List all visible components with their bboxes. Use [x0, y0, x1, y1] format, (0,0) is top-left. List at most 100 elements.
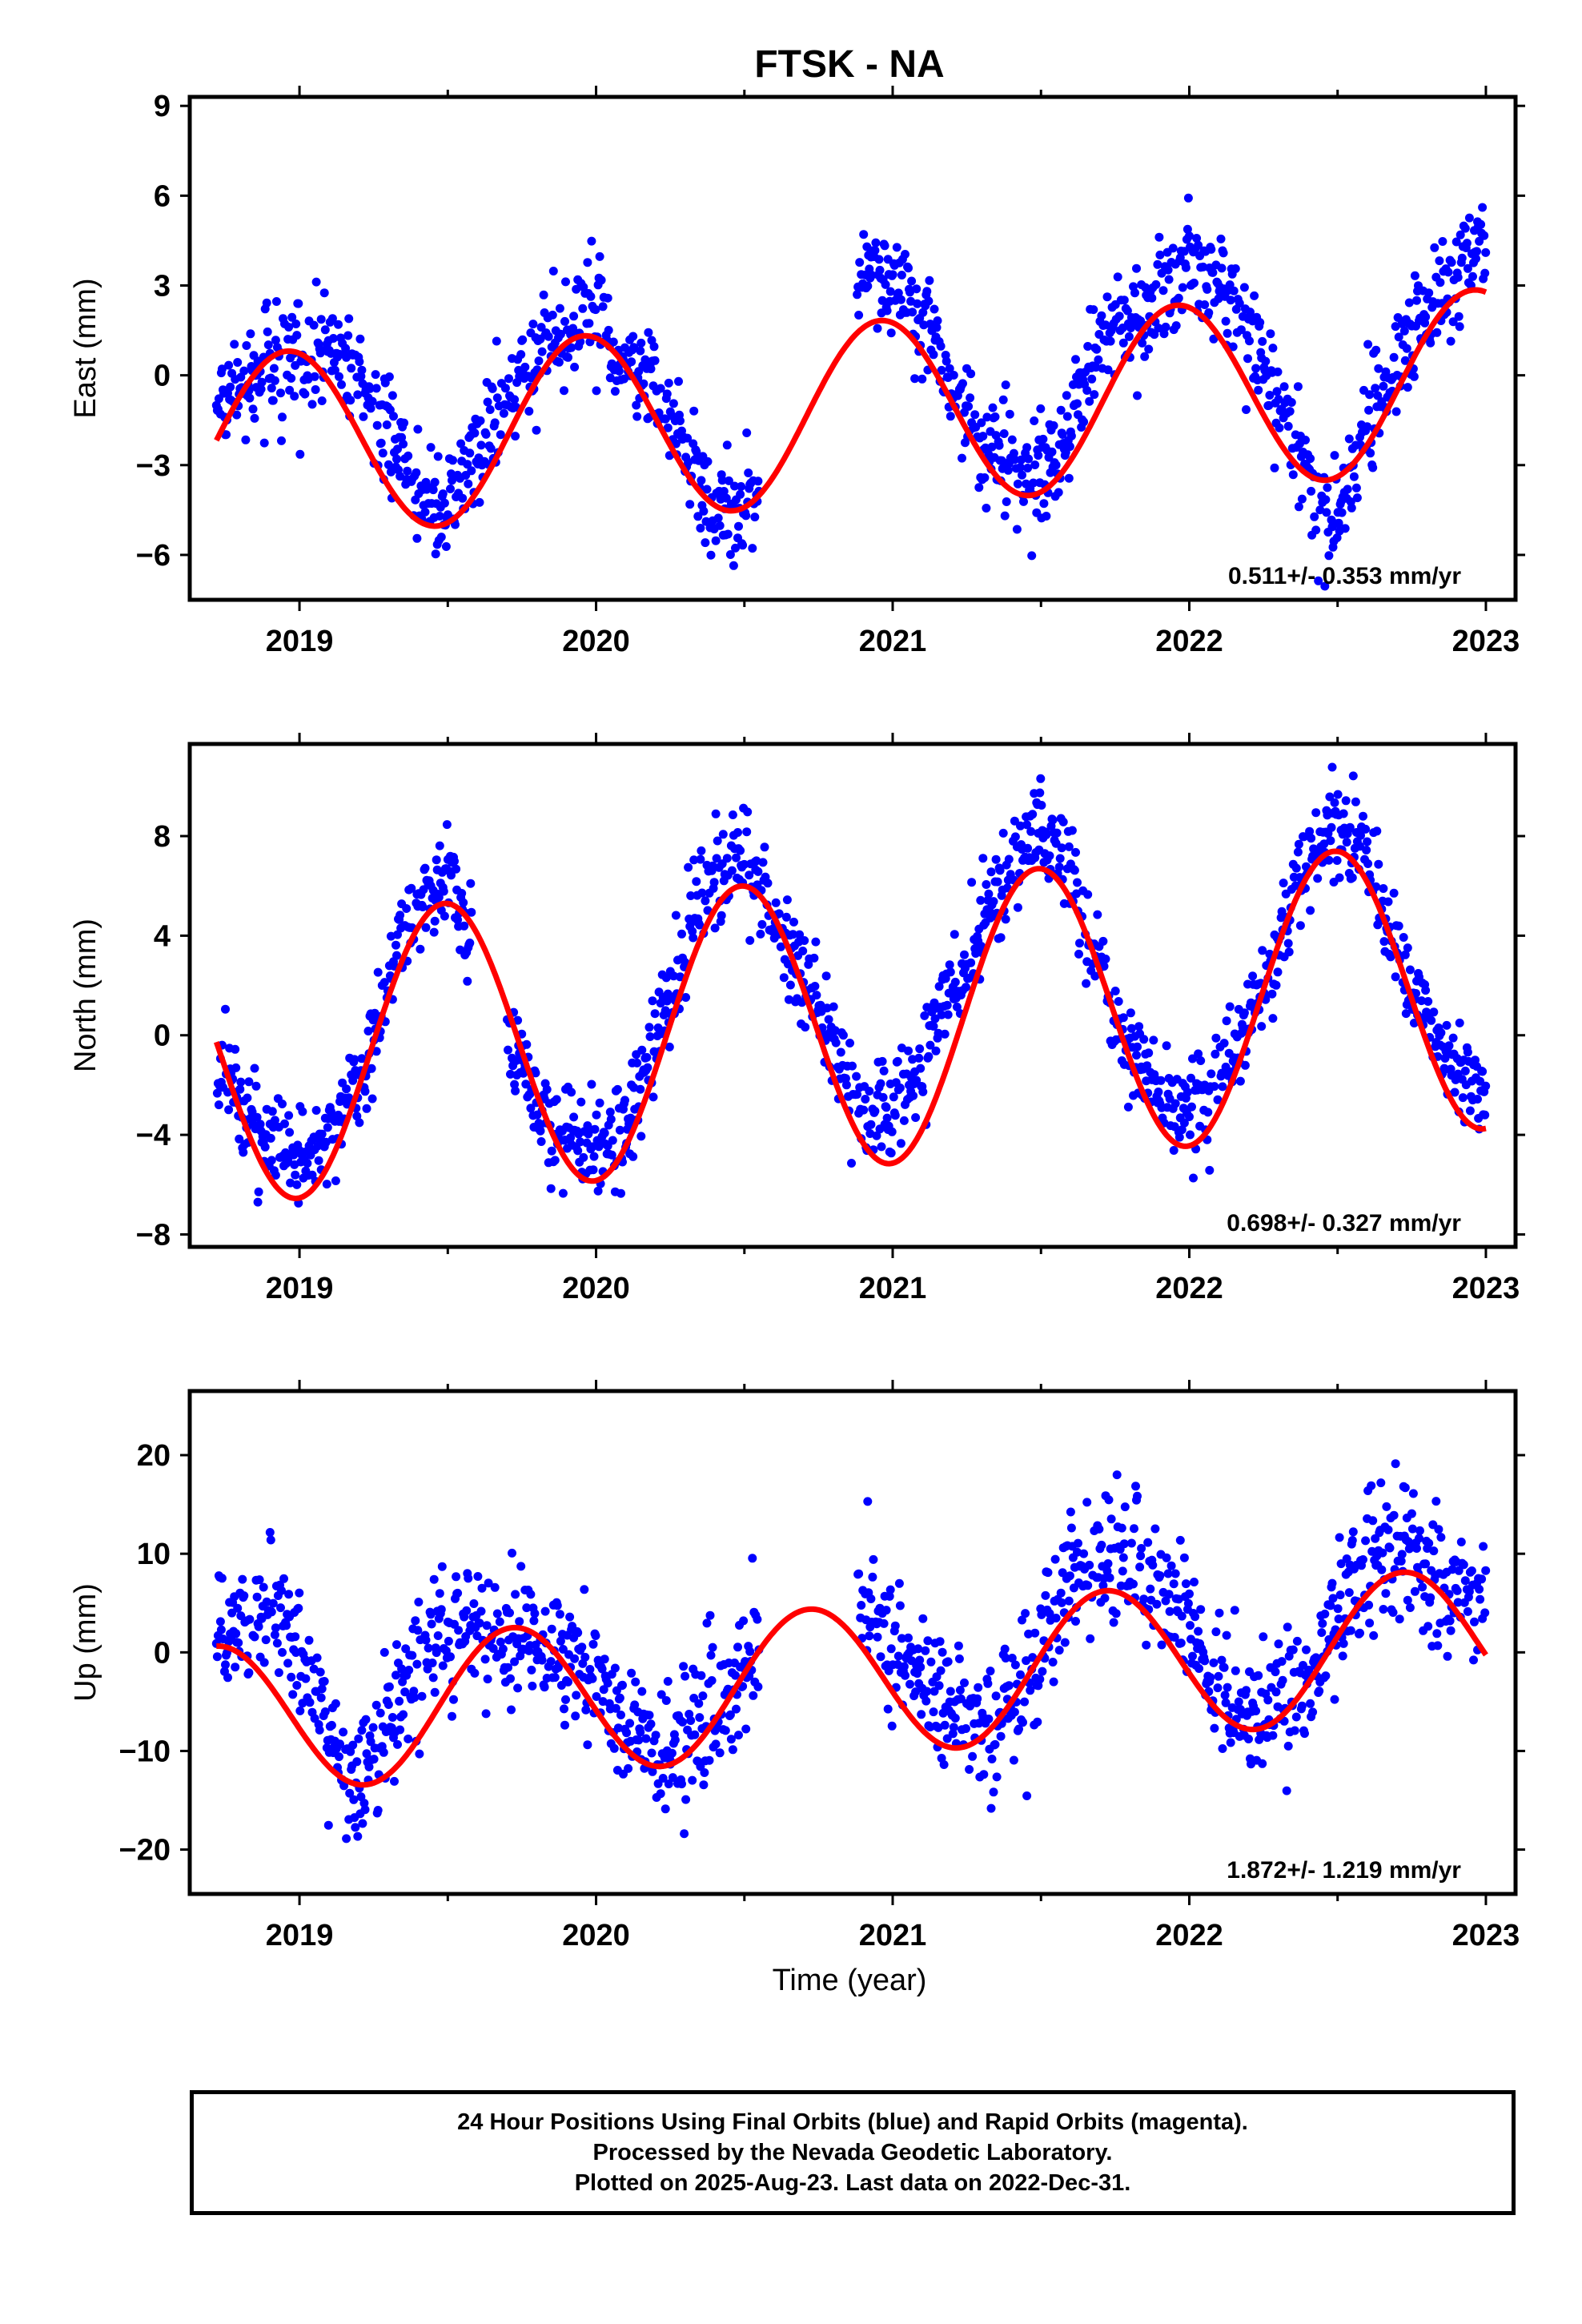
- point-up-1272: [1479, 1542, 1488, 1551]
- point-up-101: [305, 1698, 315, 1707]
- point-up-469: [644, 1711, 654, 1720]
- point-east-1050: [1273, 367, 1283, 376]
- point-east-20: [230, 340, 239, 349]
- point-north-401: [605, 1108, 615, 1117]
- point-east-988: [1216, 234, 1226, 243]
- point-up-62: [271, 1623, 280, 1633]
- point-east-1233: [1446, 336, 1456, 346]
- point-up-1097: [1321, 1671, 1331, 1681]
- point-up-567: [734, 1731, 743, 1740]
- y-tick-label-north-4: 8: [154, 820, 171, 854]
- point-up-855: [1098, 1581, 1108, 1590]
- point-up-22: [231, 1663, 240, 1672]
- point-east-782: [1030, 416, 1039, 425]
- point-east-729: [981, 443, 990, 452]
- point-north-294: [513, 1015, 523, 1025]
- point-up-809: [1056, 1588, 1066, 1598]
- point-up-830: [1074, 1538, 1082, 1548]
- point-up-45: [254, 1622, 263, 1631]
- point-east-1131: [1352, 493, 1362, 503]
- point-east-116: [317, 396, 327, 405]
- point-north-359: [569, 1112, 579, 1122]
- point-up-108: [312, 1653, 322, 1663]
- point-up-1075: [1302, 1645, 1311, 1655]
- point-up-619: [881, 1606, 891, 1615]
- point-north-938: [1099, 962, 1109, 971]
- point-up-403: [583, 1740, 592, 1750]
- point-up-701: [954, 1641, 963, 1651]
- point-up-7: [217, 1574, 227, 1583]
- point-north-553: [743, 807, 753, 817]
- point-up-934: [1175, 1535, 1185, 1545]
- fit-line-north: [213, 848, 1487, 1201]
- point-east-464: [639, 379, 648, 388]
- point-north-822: [991, 854, 1001, 864]
- point-up-536: [705, 1610, 715, 1620]
- point-east-248: [436, 533, 446, 542]
- point-up-301: [490, 1582, 500, 1592]
- point-up-352: [537, 1655, 547, 1665]
- point-north-71: [278, 1100, 287, 1108]
- point-up-305: [495, 1617, 504, 1626]
- point-north-74: [280, 1119, 289, 1128]
- y-tick-label-east-4: 6: [154, 179, 171, 213]
- point-up-74: [282, 1621, 291, 1630]
- point-north-648: [829, 1002, 838, 1011]
- point-up-810: [1057, 1598, 1066, 1607]
- point-up-1028: [1258, 1759, 1267, 1768]
- point-north-258: [447, 870, 456, 880]
- point-up-707: [960, 1678, 969, 1687]
- point-east-775: [1023, 464, 1033, 472]
- point-east-841: [1079, 417, 1089, 427]
- point-up-919: [1162, 1553, 1171, 1562]
- point-up-1168: [1382, 1502, 1391, 1511]
- point-east-37: [245, 393, 255, 403]
- point-east-490: [664, 378, 673, 388]
- point-east-898: [1133, 391, 1142, 400]
- point-up-193: [387, 1713, 397, 1722]
- point-up-912: [1155, 1571, 1165, 1580]
- point-east-969: [1200, 300, 1210, 309]
- point-up-1230: [1436, 1533, 1446, 1542]
- point-east-82: [285, 385, 295, 395]
- point-up-82: [288, 1690, 298, 1699]
- point-north-594: [783, 959, 793, 969]
- point-east-946: [1178, 283, 1187, 292]
- point-up-57: [265, 1528, 275, 1537]
- point-up-1046: [1274, 1639, 1283, 1649]
- point-north-845: [1013, 903, 1022, 912]
- point-east-926: [1159, 329, 1169, 339]
- point-up-981: [1215, 1608, 1224, 1618]
- point-up-231: [423, 1664, 432, 1674]
- point-north-209: [402, 904, 412, 913]
- point-north-718: [896, 1139, 905, 1148]
- point-up-171: [368, 1723, 378, 1732]
- point-east-1017: [1245, 336, 1254, 346]
- point-up-13: [223, 1673, 232, 1683]
- point-up-294: [483, 1675, 492, 1684]
- point-up-1137: [1355, 1628, 1364, 1638]
- point-up-376: [560, 1704, 568, 1714]
- point-up-918: [1161, 1596, 1170, 1606]
- point-north-337: [550, 1156, 560, 1165]
- point-east-221: [412, 468, 421, 477]
- point-east-1121: [1343, 485, 1352, 494]
- point-north-1128: [1279, 879, 1288, 888]
- point-east-147: [343, 331, 353, 340]
- point-east-1150: [1371, 384, 1380, 393]
- point-east-790: [1036, 404, 1046, 413]
- point-up-1255: [1460, 1576, 1470, 1586]
- point-up-684: [939, 1760, 949, 1769]
- point-north-1146: [1295, 921, 1305, 931]
- point-east-294: [476, 440, 486, 450]
- point-north-758: [934, 1028, 943, 1038]
- point-east-24: [233, 358, 243, 367]
- point-north-1017: [1174, 1132, 1184, 1142]
- point-east-1088: [1310, 512, 1319, 521]
- point-up-900: [1143, 1538, 1153, 1547]
- point-up-885: [1126, 1538, 1136, 1548]
- point-east-1270: [1480, 268, 1490, 278]
- point-up-182: [379, 1747, 388, 1757]
- point-east-1004: [1231, 264, 1240, 273]
- point-east-33: [242, 341, 251, 350]
